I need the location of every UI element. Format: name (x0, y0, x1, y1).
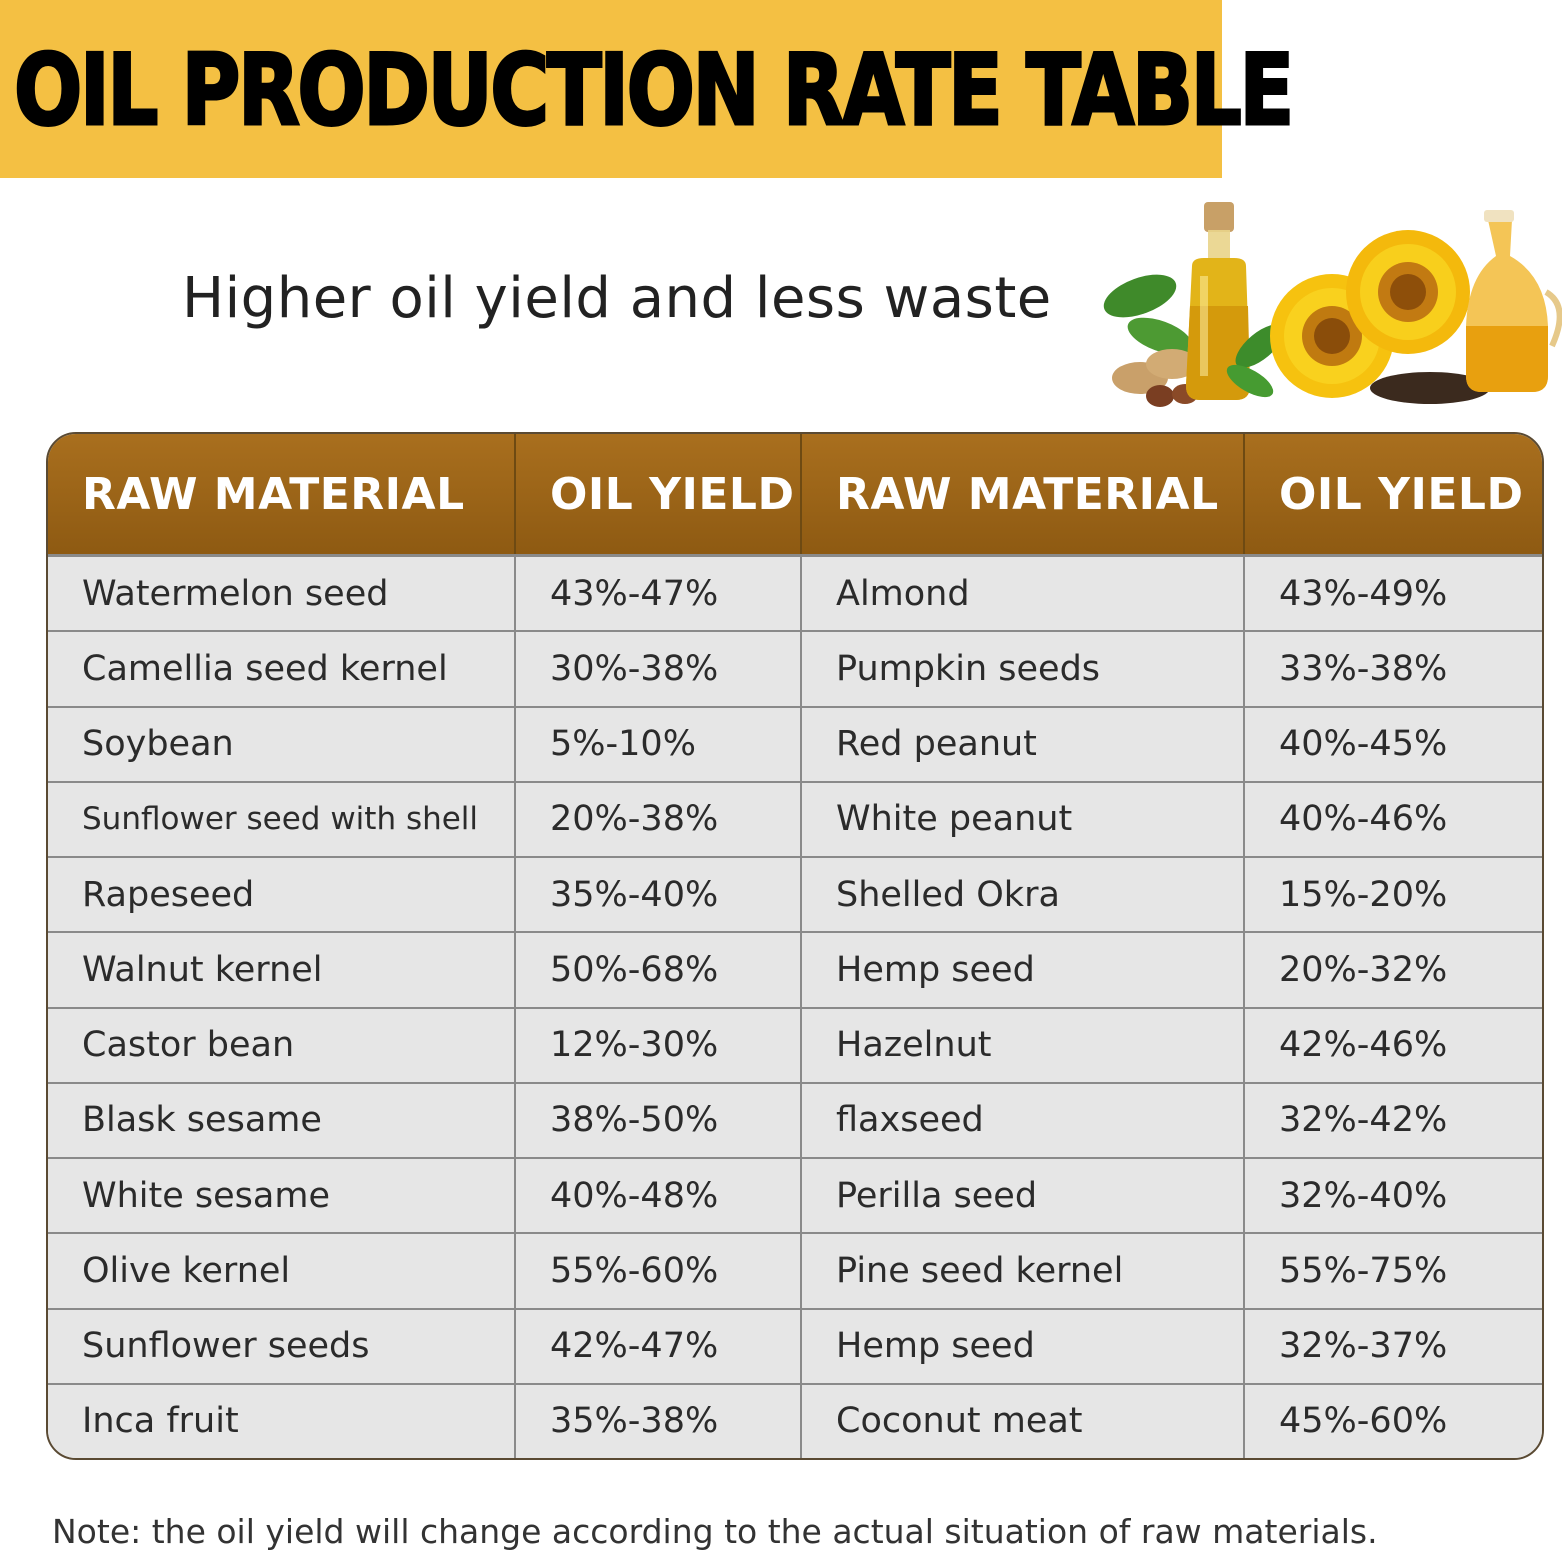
table-row: Walnut kernel 50%-68% Hemp seed 20%-32% (48, 931, 1542, 1008)
yield-cell: 33%-38% (1244, 630, 1542, 707)
table-row: Sunflower seeds 42%-47% Hemp seed 32%-37… (48, 1307, 1542, 1384)
yield-cell: 50%-68% (515, 931, 802, 1008)
yield-cell: 40%-45% (1244, 705, 1542, 782)
table-row: Castor bean 12%-30% Hazelnut 42%-46% (48, 1006, 1542, 1083)
material-cell: Olive kernel (48, 1232, 516, 1309)
yield-cell: 40%-46% (1244, 780, 1542, 857)
page-title: OIL PRODUCTION RATE TABLE (13, 33, 1296, 150)
footnote: Note: the oil yield will change accordin… (52, 1512, 1378, 1551)
title-banner: OIL PRODUCTION RATE TABLE (0, 0, 1296, 178)
material-cell: Sunflower seed with shell (48, 780, 516, 857)
table-header-row: RAW MATERIAL OIL YIELD RAW MATERIAL OIL … (48, 434, 1542, 556)
material-cell: Hemp seed (801, 1307, 1245, 1384)
material-cell: Red peanut (801, 705, 1245, 782)
material-cell: Blask sesame (48, 1081, 516, 1158)
yield-cell: 55%-60% (515, 1232, 802, 1309)
yield-cell: 15%-20% (1244, 855, 1542, 933)
header-raw-material: RAW MATERIAL (48, 434, 516, 556)
yield-cell: 5%-10% (515, 705, 802, 782)
table-row: Watermelon seed 43%-47% Almond 43%-49% (48, 554, 1542, 632)
material-cell: Soybean (48, 705, 516, 782)
yield-cell: 38%-50% (515, 1081, 802, 1158)
yield-cell: 20%-32% (1244, 931, 1542, 1008)
table-row: White sesame 40%-48% Perilla seed 32%-40… (48, 1156, 1542, 1234)
material-cell: Hazelnut (801, 1006, 1245, 1083)
yield-cell: 35%-38% (515, 1382, 802, 1458)
header-raw-material: RAW MATERIAL (801, 434, 1245, 556)
table-row: Sunflower seed with shell 20%-38% White … (48, 780, 1542, 857)
yield-cell: 32%-37% (1244, 1307, 1542, 1384)
material-cell: flaxseed (801, 1081, 1245, 1158)
table-row: Camellia seed kernel 30%-38% Pumpkin see… (48, 630, 1542, 707)
yield-cell: 12%-30% (515, 1006, 802, 1083)
table-row: Soybean 5%-10% Red peanut 40%-45% (48, 705, 1542, 782)
yield-cell: 30%-38% (515, 630, 802, 707)
material-cell: Castor bean (48, 1006, 516, 1083)
oil-yield-table: RAW MATERIAL OIL YIELD RAW MATERIAL OIL … (46, 432, 1544, 1460)
material-cell: White sesame (48, 1156, 516, 1234)
material-cell: Pumpkin seeds (801, 630, 1245, 707)
yield-cell: 42%-47% (515, 1307, 802, 1384)
material-cell: Hemp seed (801, 931, 1245, 1008)
yield-cell: 43%-49% (1244, 554, 1542, 632)
yield-cell: 45%-60% (1244, 1382, 1542, 1458)
table-row: Inca fruit 35%-38% Coconut meat 45%-60% (48, 1382, 1542, 1458)
material-cell: Perilla seed (801, 1156, 1245, 1234)
yield-cell: 32%-40% (1244, 1156, 1542, 1234)
subtitle: Higher oil yield and less waste (182, 266, 1052, 331)
table-row: Olive kernel 55%-60% Pine seed kernel 55… (48, 1232, 1542, 1309)
material-cell: Shelled Okra (801, 855, 1245, 933)
header-oil-yield: OIL YIELD (515, 434, 802, 556)
yield-cell: 35%-40% (515, 855, 802, 933)
material-cell: Almond (801, 554, 1245, 632)
oil-bottles-sunflower-peanut-illustration (1103, 202, 1562, 407)
material-cell: Coconut meat (801, 1382, 1245, 1458)
material-cell: Inca fruit (48, 1382, 516, 1458)
material-cell: Camellia seed kernel (48, 630, 516, 707)
yield-cell: 42%-46% (1244, 1006, 1542, 1083)
material-cell: White peanut (801, 780, 1245, 857)
header-oil-yield: OIL YIELD (1244, 434, 1542, 556)
table-row: Rapeseed 35%-40% Shelled Okra 15%-20% (48, 855, 1542, 933)
yield-cell: 20%-38% (515, 780, 802, 857)
yield-cell: 55%-75% (1244, 1232, 1542, 1309)
yield-cell: 43%-47% (515, 554, 802, 632)
material-cell: Rapeseed (48, 855, 516, 933)
yield-cell: 32%-42% (1244, 1081, 1542, 1158)
table-row: Blask sesame 38%-50% flaxseed 32%-42% (48, 1081, 1542, 1158)
material-cell: Sunflower seeds (48, 1307, 516, 1384)
material-cell: Walnut kernel (48, 931, 516, 1008)
material-cell: Watermelon seed (48, 554, 516, 632)
material-cell: Pine seed kernel (801, 1232, 1245, 1309)
yield-cell: 40%-48% (515, 1156, 802, 1234)
